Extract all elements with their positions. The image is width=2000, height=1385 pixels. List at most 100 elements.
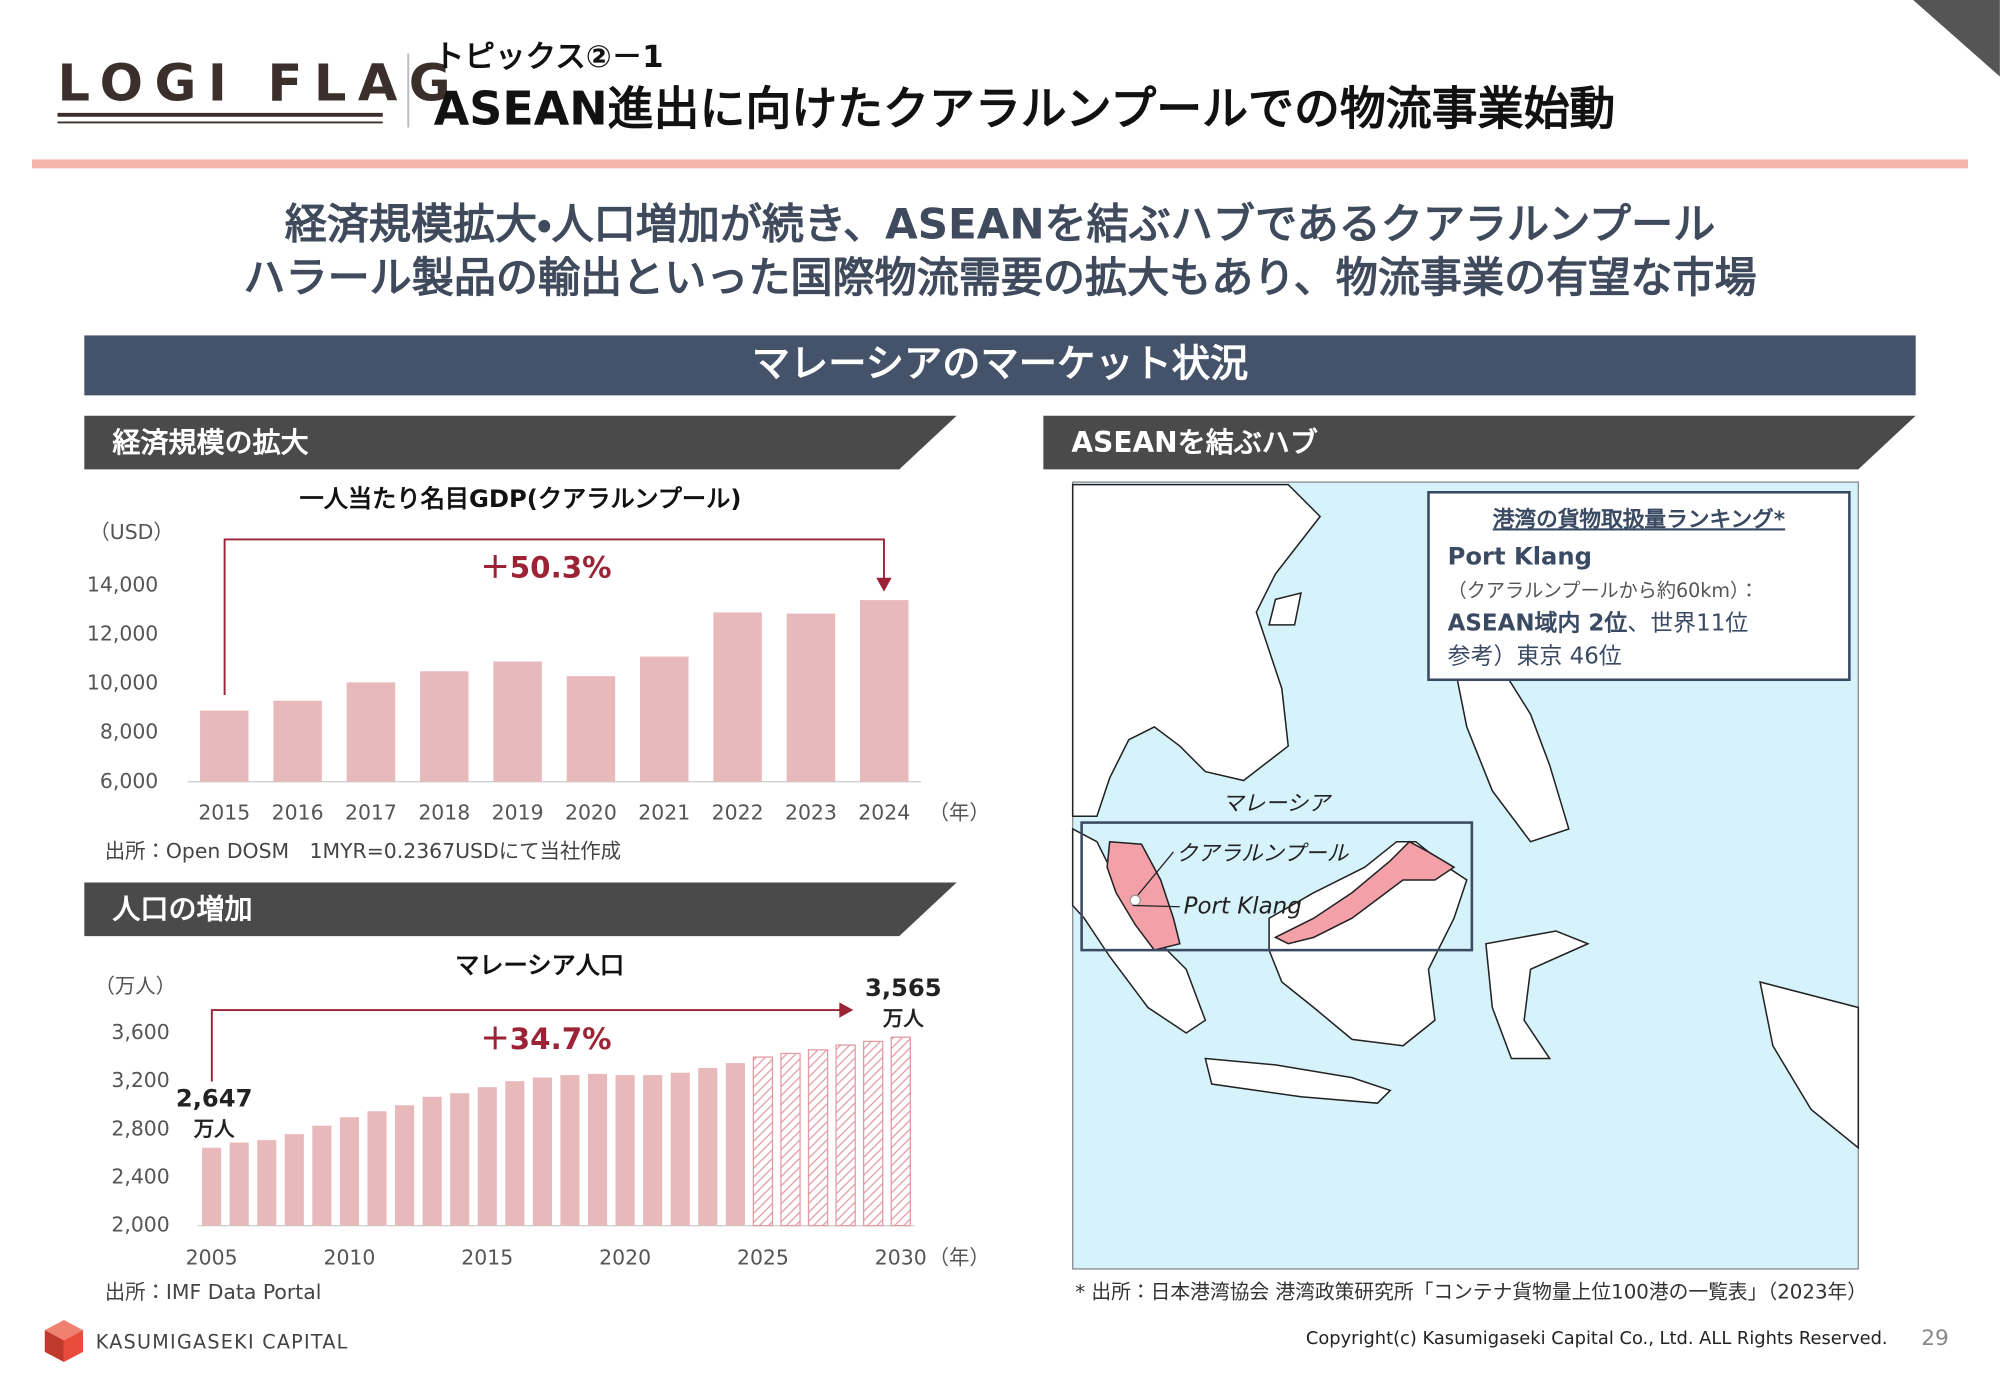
x-tick-label: 2016 xyxy=(272,801,324,825)
page-number: 29 xyxy=(1921,1326,1949,1351)
section-title: 人口の増加 xyxy=(111,893,252,926)
section-header xyxy=(1043,415,1916,470)
topic: トピックス②－1 xyxy=(434,40,664,75)
chart-title: 一人当たり名目GDP(クアラルンプール) xyxy=(300,485,742,513)
bar xyxy=(505,1081,525,1226)
growth-bracket xyxy=(210,1009,842,1082)
company: KASUMIGASEKI CAPITAL xyxy=(96,1330,349,1353)
bar xyxy=(780,1052,801,1227)
bar xyxy=(284,1134,304,1226)
map-label: クアラルンプール xyxy=(1176,841,1350,866)
bar xyxy=(890,1036,911,1227)
x-tick-label: 2010 xyxy=(323,1246,375,1270)
callout-frame xyxy=(1080,821,1474,952)
bar xyxy=(566,676,616,782)
rank: ASEAN域内 2位、世界11位 xyxy=(1448,609,1749,636)
bar xyxy=(640,656,689,782)
x-tick-label: 2018 xyxy=(418,801,470,825)
corner xyxy=(1913,0,2000,77)
copyright: Copyright(c) Kasumigaseki Capital Co., L… xyxy=(1306,1328,1888,1349)
bar xyxy=(477,1087,497,1226)
bar xyxy=(202,1147,222,1226)
x-tick-label: 2017 xyxy=(345,801,397,825)
map-source: * 出所：日本港湾協会 港湾政策研究所「コンテナ貨物量上位100港の一覧表」（2… xyxy=(1075,1281,1867,1304)
footer-logo xyxy=(44,1319,84,1341)
x-tick-label: 2020 xyxy=(565,801,617,825)
source: 出所：Open DOSM 1MYR=0.2367USDにて当社作成 xyxy=(105,839,621,863)
bar xyxy=(200,710,249,782)
bar xyxy=(786,613,836,782)
bar xyxy=(367,1111,387,1226)
bar xyxy=(752,1056,774,1227)
annotation: ＋34.7% xyxy=(480,1022,611,1056)
banner-text: マレーシアのマーケット状況 xyxy=(752,342,1248,387)
footer-logo xyxy=(44,1330,64,1363)
bar xyxy=(346,682,396,782)
section-title: 経済規模の拡大 xyxy=(111,426,308,459)
reference: 参考）東京 46位 xyxy=(1448,643,1622,669)
x-tick-label: 2024 xyxy=(858,801,910,825)
annotation: ＋50.3% xyxy=(480,550,611,584)
growth-bracket xyxy=(223,538,885,696)
map-land xyxy=(1071,483,1860,1150)
port-name: Port Klang xyxy=(1448,542,1592,570)
bar xyxy=(257,1140,277,1226)
bar xyxy=(273,700,322,782)
malaysia xyxy=(1106,840,1456,951)
value-label-unit: 万人 xyxy=(193,1117,235,1141)
bar xyxy=(560,1075,580,1226)
y-unit: （USD） xyxy=(89,520,173,544)
lead: 経済規模拡大・人口増加が続き、ASEANを結ぶハブであるクアラルンプール xyxy=(285,200,1716,249)
ranking-title: 港湾の貨物取扱量ランキング* xyxy=(1493,506,1785,532)
rank-asean: ASEAN域内 2位 xyxy=(1448,609,1628,636)
x-tick-label: 2015 xyxy=(198,801,250,825)
bar xyxy=(420,671,469,782)
bar xyxy=(339,1117,360,1226)
map-label: Port Klang xyxy=(1184,893,1302,919)
x-tick-label: 2023 xyxy=(785,801,837,825)
logo: LOGI FLAG xyxy=(58,55,463,114)
ranking-box xyxy=(1427,490,1851,682)
bar xyxy=(670,1072,690,1226)
title: ASEAN進出に向けたクアラルンプールでの物流事業始動 xyxy=(434,82,1616,136)
x-tick-label: 2022 xyxy=(712,801,764,825)
bar xyxy=(587,1073,608,1226)
bar xyxy=(229,1142,249,1226)
bar xyxy=(450,1093,470,1226)
bar xyxy=(725,1063,745,1226)
chart-title: マレーシア人口 xyxy=(455,952,624,980)
bar xyxy=(615,1075,635,1226)
bar xyxy=(713,612,762,782)
bar xyxy=(863,1040,884,1227)
y-tick-label: 12,000 xyxy=(87,621,158,645)
rank-world: 、世界11位 xyxy=(1627,610,1748,636)
bar xyxy=(422,1096,442,1226)
x-tick-label: 2021 xyxy=(638,801,690,825)
leader xyxy=(1137,851,1174,896)
y-tick-label: 3,600 xyxy=(111,1020,169,1044)
x-tick-label: 2005 xyxy=(186,1246,238,1270)
bar xyxy=(395,1105,415,1226)
y-tick-label: 2,800 xyxy=(111,1116,169,1140)
x-unit: （年） xyxy=(929,801,990,825)
distance: （クアラルンプールから約60km）： xyxy=(1448,579,1759,602)
section-title: ASEANを結ぶハブ xyxy=(1071,426,1317,459)
bar xyxy=(698,1067,718,1226)
y-unit: （万人） xyxy=(95,974,177,998)
y-tick-label: 2,400 xyxy=(111,1164,169,1188)
bar xyxy=(643,1075,663,1226)
section-header xyxy=(84,882,957,937)
bar xyxy=(807,1049,829,1227)
value-label: 3,565 xyxy=(865,974,942,1002)
x-tick-label: 2030 xyxy=(875,1246,927,1270)
lead: ハラール製品の輸出といった国際物流需要の拡大もあり、物流事業の有望な市場 xyxy=(243,253,1756,302)
banner xyxy=(84,335,1916,396)
arrow-head xyxy=(876,577,892,592)
value-label: 2,647 xyxy=(176,1084,253,1112)
y-tick-label: 8,000 xyxy=(100,720,158,744)
map-label: マレーシア xyxy=(1222,792,1332,817)
footer-logo xyxy=(63,1330,84,1363)
header-rule xyxy=(32,159,1968,169)
